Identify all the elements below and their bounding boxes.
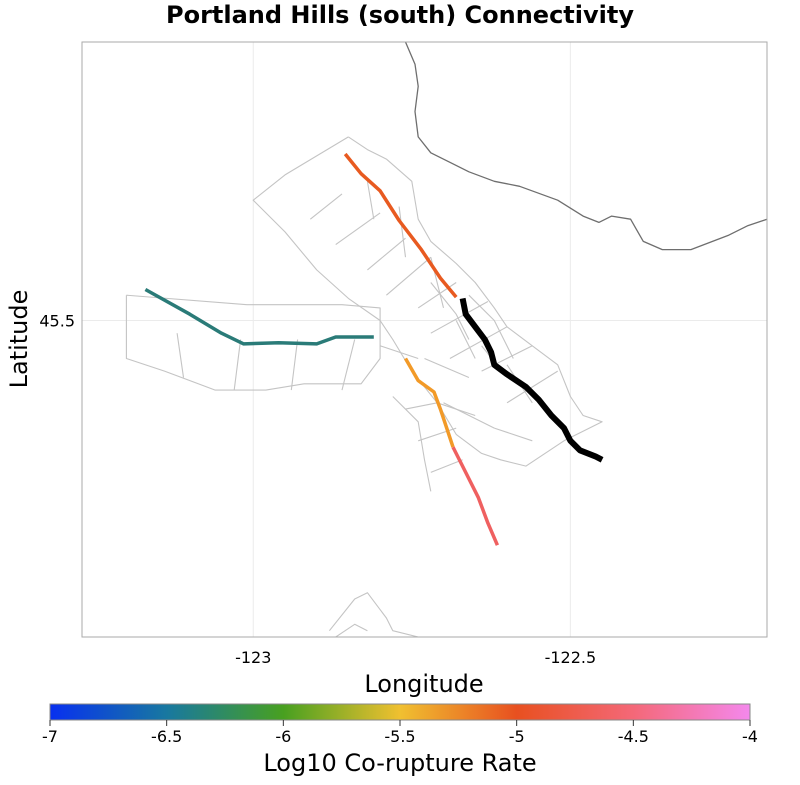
section-outline-3 bbox=[290, 339, 299, 391]
section-outline-22 bbox=[430, 282, 470, 340]
orange-red-rupture bbox=[343, 152, 458, 299]
section-outline-13 bbox=[481, 345, 533, 372]
y-tick-label-0: 45.5 bbox=[39, 312, 75, 331]
section-outline-31 bbox=[328, 592, 419, 638]
section-outline-0 bbox=[125, 294, 381, 391]
y-tick-labels: 45.5 bbox=[39, 312, 75, 331]
x-axis-label: Longitude bbox=[364, 670, 483, 698]
colorbar-ticks: -7 -6.5 -6 -5.5 -5 -4.5 -4 bbox=[42, 720, 758, 746]
section-outline-8 bbox=[367, 237, 406, 271]
panel-border bbox=[81, 41, 768, 638]
section-outline-2 bbox=[233, 339, 242, 391]
y-axis-label: Latitude bbox=[5, 290, 33, 389]
section-outline-1 bbox=[176, 333, 185, 378]
colorbar-tick-label-0: -7 bbox=[42, 727, 58, 746]
section-outline-24 bbox=[443, 402, 495, 429]
colorbar-tick-label-1: -6.5 bbox=[151, 727, 182, 746]
orange-rupture bbox=[403, 357, 455, 448]
colorbar-tick-label-5: -4.5 bbox=[618, 727, 649, 746]
section-outline-30 bbox=[392, 396, 432, 492]
section-outline-16 bbox=[398, 206, 407, 258]
section-outline-21 bbox=[468, 294, 514, 359]
section-outline-18 bbox=[455, 320, 476, 359]
section-outline-10 bbox=[417, 282, 457, 309]
rupture-traces bbox=[144, 152, 604, 546]
section-outline-15 bbox=[366, 181, 375, 220]
x-tick-labels: -123 -122.5 bbox=[235, 648, 596, 667]
x-tick-label-1: -122.5 bbox=[545, 648, 597, 667]
section-outline-6 bbox=[309, 193, 343, 220]
section-outline-9 bbox=[386, 256, 432, 296]
section-outline-29 bbox=[430, 459, 463, 473]
colorbar-tick-label-3: -5.5 bbox=[384, 727, 415, 746]
section-outline-7 bbox=[335, 212, 381, 246]
chart-title: Portland Hills (south) Connectivity bbox=[166, 1, 634, 29]
red-pink-rupture bbox=[451, 446, 500, 546]
panel-background bbox=[82, 42, 767, 637]
grid-lines bbox=[82, 42, 767, 637]
section-outline-26 bbox=[379, 345, 419, 360]
colorbar-label: Log10 Co-rupture Rate bbox=[263, 749, 536, 777]
target-section bbox=[459, 297, 604, 463]
coastline-layer bbox=[404, 41, 768, 251]
section-outline-11 bbox=[430, 301, 489, 334]
colorbar-tick-label-2: -6 bbox=[275, 727, 291, 746]
colorbar: -7 -6.5 -6 -5.5 -5 -4.5 -4 Log10 Co-rupture Ra… bbox=[42, 703, 758, 777]
section-outline-32 bbox=[335, 623, 368, 638]
coastline bbox=[404, 41, 768, 251]
section-outline-5 bbox=[252, 136, 603, 467]
colorbar-gradient bbox=[49, 703, 751, 721]
section-outline-25 bbox=[424, 357, 470, 379]
section-outline-14 bbox=[506, 370, 558, 404]
teal-rupture bbox=[144, 287, 374, 346]
section-outline-4 bbox=[341, 339, 356, 391]
x-tick-label-0: -123 bbox=[235, 648, 271, 667]
section-outline-12 bbox=[449, 326, 508, 359]
colorbar-tick-label-6: -4 bbox=[742, 727, 758, 746]
section-outline-23 bbox=[494, 427, 533, 442]
colorbar-tick-label-4: -5 bbox=[509, 727, 525, 746]
map-panel bbox=[81, 41, 768, 638]
section-outline-28 bbox=[418, 427, 457, 442]
